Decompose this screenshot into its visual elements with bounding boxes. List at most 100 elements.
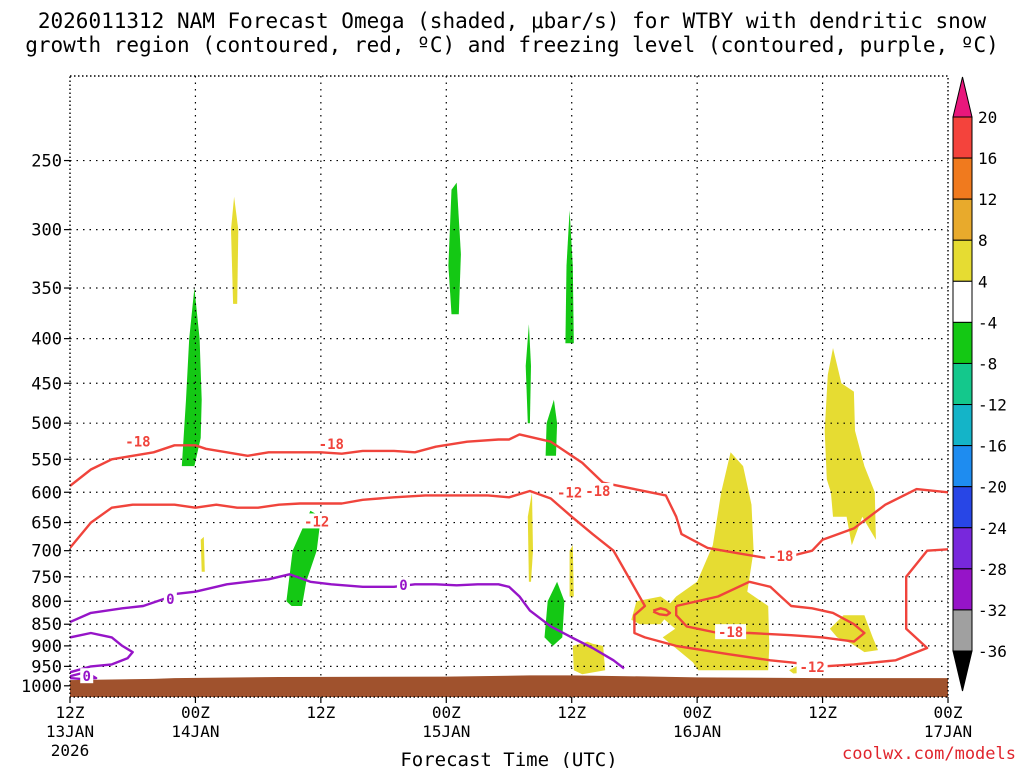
colorbar-band-4 [952,280,973,323]
x-tick-label-5-0: 00Z [683,703,712,722]
y-tick-label-13: 900 [31,637,62,657]
contour-label-bg-10 [80,668,94,684]
colorbar-band-11 [952,568,973,611]
y-tick-label-15: 1000 [21,677,62,697]
contour-label-9: 0 [399,578,407,594]
colorbar-bottom-arrow [952,650,973,692]
y-tick-label-14: 950 [31,657,62,677]
colorbar-band-12 [952,609,973,652]
x-tick-label-3-0: 00Z [432,703,461,722]
watermark-text: coolwx.com/models [842,744,1016,764]
colorbar-label-4: 4 [978,272,988,291]
colorbar-label-13: -36 [978,642,1007,661]
contour-label-bg-2 [554,484,586,500]
y-tick-label-8: 650 [31,514,62,534]
contour-label-10: 0 [83,669,91,685]
y-tick-label-7: 600 [31,483,62,503]
isotherm-minus12-line [70,489,948,668]
x-axis-label: Forecast Time (UTC) [400,749,617,768]
omega-area-0 [181,288,202,467]
x-tick-label-6-0: 12Z [808,703,837,722]
y-tick-label-12: 850 [31,615,62,635]
colorbar-band-3 [952,239,973,282]
y-tick-label-0: 250 [31,152,62,172]
contour-label-8: 0 [166,592,174,608]
colorbar-label-7: -12 [978,396,1007,415]
isotherm-minus18-loop-line [675,580,866,643]
colorbar: 20 16 12 8 4 -4 -8 -12 -16 -20 -24 -28 -32 -36 [952,76,1007,692]
x-tick-label-2-0: 12Z [306,703,335,722]
colorbar-label-1: 16 [978,149,997,168]
colorbar-label-10: -24 [978,519,1007,538]
omega-area-16 [824,348,876,546]
contour-label-bg-5 [765,548,797,564]
y-tick-label-11: 800 [31,592,62,612]
y-tick-label-6: 550 [31,450,62,470]
colorbar-label-2: 12 [978,190,997,209]
colorbar-band-7 [952,404,973,447]
contour-label-bg-6 [715,624,747,640]
chart-title-line-2: growth region (contoured, red, ºC) and f… [25,33,999,57]
chart-title-line-1: 2026011312 NAM Forecast Omega (shaded, μ… [37,9,987,33]
colorbar-label-0: 20 [978,108,997,127]
x-tick-label-7-1: 17JAN [924,722,972,741]
colorbar-band-8 [952,445,973,488]
omega-area-13 [659,452,770,671]
y-tick-label-9: 700 [31,542,62,562]
freezing-level-line [70,573,625,670]
colorbar-label-12: -32 [978,601,1007,620]
y-tick-label-10: 750 [31,568,62,588]
colorbar-band-9 [952,486,973,529]
colorbar-band-0 [952,116,973,159]
x-tick-label-0-0: 12Z [56,703,85,722]
omega-area-2 [448,182,461,315]
omega-area-7 [231,196,239,304]
x-tick-label-1-1: 14JAN [171,722,219,741]
omega-area-9 [527,492,533,582]
colorbar-label-9: -20 [978,478,1007,497]
contour-label-bg-0 [122,433,154,449]
contour-label-bg-3 [582,482,614,498]
colorbar-label-8: -16 [978,437,1007,456]
contour-label-3: -18 [585,484,610,500]
isotherm-minus18-small-line [652,607,672,617]
contour-label-1: -18 [319,437,344,453]
x-tick-label-0-2: 2026 [51,741,90,760]
contour-label-5: -18 [768,549,793,565]
y-tick-label-5: 500 [31,414,62,434]
isotherm-minus18-line [70,433,948,560]
x-tick-label-7-0: 00Z [934,703,963,722]
contour-label-6: -18 [718,625,743,641]
omega-area-8 [200,536,205,572]
contour-label-4: -12 [304,514,329,530]
colorbar-band-6 [952,362,973,406]
freezing-level-lower-line [70,631,134,674]
contour-label-bg-9 [396,576,410,592]
x-tick-label-0-1: 13JAN [46,722,94,741]
omega-area-4 [525,324,531,424]
x-tick-label-1-0: 00Z [181,703,210,722]
colorbar-band-1 [952,157,973,200]
omega-area-14 [829,615,878,653]
x-tick-label-3-1: 15JAN [422,722,470,741]
colorbar-band-2 [952,198,973,241]
omega-area-1 [286,510,321,606]
contour-label-bg-8 [163,590,177,606]
plot-frame [69,75,949,698]
omega-area-5 [565,210,574,344]
colorbar-label-3: 8 [978,231,988,250]
colorbar-band-5 [952,321,973,364]
contour-label-2: -12 [557,485,582,501]
colorbar-label-6: -8 [978,354,997,373]
freezing-level-nub-line [70,672,98,681]
contour-label-0: -18 [125,435,150,451]
omega-area-3 [545,399,558,456]
terrain-area [70,675,948,697]
y-tick-label-3: 400 [31,330,62,350]
colorbar-label-11: -28 [978,560,1007,579]
x-tick-label-5-1: 16JAN [673,722,721,741]
contour-label-7: -12 [799,660,824,676]
